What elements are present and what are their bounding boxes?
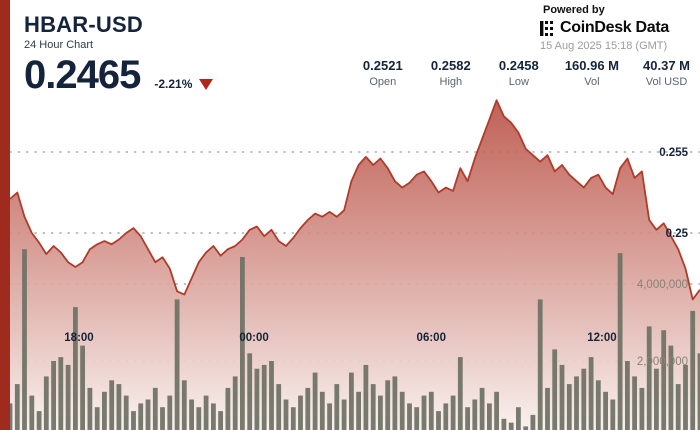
- stat-high: 0.2582 High: [429, 58, 473, 88]
- powered-by-label: Powered by: [543, 4, 605, 16]
- price-area-fill: [10, 100, 700, 430]
- coindesk-logo[interactable]: CoinDesk Data: [540, 19, 692, 37]
- chart-subtitle: 24 Hour Chart: [24, 39, 94, 51]
- stat-open-label: Open: [369, 76, 397, 88]
- stat-vol-value: 160.96 M: [564, 58, 620, 73]
- stat-vol: 160.96 M Vol: [565, 58, 619, 88]
- branding-block: Powered by CoinDesk Data 15 Aug 2025 15:…: [540, 4, 692, 52]
- chart-header: HBAR-USD 24 Hour Chart 0.2465 -2.21%: [24, 12, 214, 97]
- down-arrow-icon: [199, 78, 214, 90]
- current-price: 0.2465: [24, 53, 141, 97]
- price-axis-label: 0.25: [666, 228, 689, 240]
- stat-vol-label: Vol: [584, 76, 600, 88]
- time-axis-label: 00:00: [239, 332, 268, 344]
- left-accent-bar: [0, 0, 10, 430]
- timestamp: 15 Aug 2025 15:18 (GMT): [540, 40, 668, 52]
- volume-axis-label: 4,000,000: [637, 279, 688, 291]
- stat-vol-usd-label: Vol USD: [645, 76, 688, 88]
- price-change-percent: -2.21%: [154, 77, 193, 91]
- volume-bars: [7, 249, 700, 430]
- stat-high-value: 0.2582: [430, 58, 471, 73]
- stat-open: 0.2521 Open: [361, 58, 405, 88]
- stat-vol-usd: 40.37 M Vol USD: [643, 58, 690, 88]
- volume-axis-label: 2,000,000: [637, 356, 688, 368]
- coindesk-logo-icon: [540, 20, 553, 36]
- stat-low-label: Low: [508, 76, 529, 88]
- price-line: [9, 99, 700, 301]
- time-axis-label: 18:00: [64, 332, 93, 344]
- stat-open-value: 0.2521: [362, 58, 403, 73]
- time-axis-label: 06:00: [417, 332, 446, 344]
- stat-vol-usd-value: 40.37 M: [643, 58, 690, 73]
- price-axis-label: 0.255: [659, 147, 688, 159]
- stat-high-label: High: [439, 76, 463, 88]
- stats-row: 0.2521 Open 0.2582 High 0.2458 Low 160.9…: [361, 58, 690, 88]
- time-axis-label: 12:00: [587, 332, 616, 344]
- stat-low: 0.2458 Low: [497, 58, 541, 88]
- stat-low-value: 0.2458: [498, 58, 539, 73]
- coindesk-logo-text: CoinDesk Data: [560, 19, 670, 36]
- page-title: HBAR-USD: [24, 12, 143, 37]
